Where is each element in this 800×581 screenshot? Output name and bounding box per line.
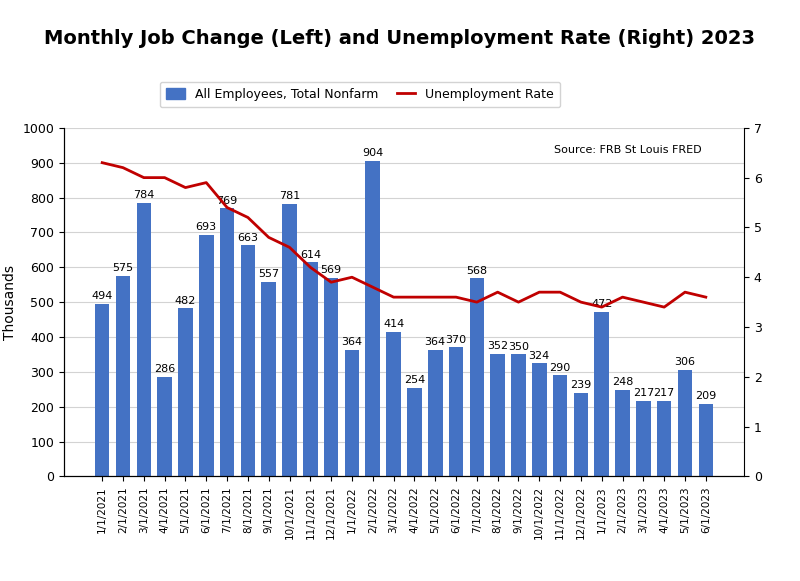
Legend: All Employees, Total Nonfarm, Unemployment Rate: All Employees, Total Nonfarm, Unemployme… (159, 82, 561, 107)
Bar (262, 282, 276, 476)
Bar (698, 404, 713, 476)
Bar (511, 354, 526, 476)
Bar (553, 375, 567, 476)
Bar (366, 162, 380, 476)
Text: 414: 414 (383, 320, 404, 329)
Bar (490, 354, 505, 476)
Text: 254: 254 (404, 375, 425, 385)
Bar (449, 347, 463, 476)
Bar (657, 401, 671, 476)
Text: 568: 568 (466, 266, 487, 275)
Text: 290: 290 (550, 363, 570, 372)
Bar (428, 350, 442, 476)
Bar (241, 245, 255, 476)
Bar (199, 235, 214, 476)
Bar (636, 401, 650, 476)
Text: 494: 494 (91, 292, 113, 302)
Bar (407, 388, 422, 476)
Text: Monthly Job Change (Left) and Unemployment Rate (Right) 2023: Monthly Job Change (Left) and Unemployme… (45, 29, 755, 48)
Text: 324: 324 (529, 351, 550, 361)
Text: 364: 364 (342, 337, 362, 347)
Bar (116, 276, 130, 476)
Bar (158, 376, 172, 476)
Bar (282, 204, 297, 476)
Text: 286: 286 (154, 364, 175, 374)
Text: 209: 209 (695, 391, 717, 401)
Bar (678, 370, 692, 476)
Text: 781: 781 (279, 191, 300, 202)
Text: 239: 239 (570, 381, 591, 390)
Text: 370: 370 (446, 335, 466, 345)
Text: 575: 575 (113, 263, 134, 273)
Text: 769: 769 (217, 196, 238, 206)
Text: 557: 557 (258, 270, 279, 279)
Text: 352: 352 (487, 341, 508, 351)
Text: 693: 693 (196, 222, 217, 232)
Bar (345, 350, 359, 476)
Text: 364: 364 (425, 337, 446, 347)
Y-axis label: Thousands: Thousands (3, 264, 17, 340)
Bar (220, 209, 234, 476)
Text: 248: 248 (612, 377, 634, 387)
Bar (178, 309, 193, 476)
Text: Source: FRB St Louis FRED: Source: FRB St Louis FRED (554, 145, 702, 155)
Text: 482: 482 (174, 296, 196, 306)
Text: 350: 350 (508, 342, 529, 352)
Text: 614: 614 (300, 250, 321, 260)
Text: 569: 569 (321, 266, 342, 275)
Bar (594, 312, 609, 476)
Bar (386, 332, 401, 476)
Text: 306: 306 (674, 357, 695, 367)
Bar (470, 278, 484, 476)
Bar (303, 263, 318, 476)
Bar (324, 278, 338, 476)
Bar (95, 304, 110, 476)
Text: 663: 663 (238, 232, 258, 242)
Bar (532, 364, 546, 476)
Text: 784: 784 (133, 191, 154, 200)
Bar (574, 393, 588, 476)
Text: 217: 217 (654, 388, 675, 398)
Text: 472: 472 (591, 299, 613, 309)
Bar (137, 203, 151, 476)
Text: 904: 904 (362, 149, 383, 159)
Bar (615, 390, 630, 476)
Text: 217: 217 (633, 388, 654, 398)
